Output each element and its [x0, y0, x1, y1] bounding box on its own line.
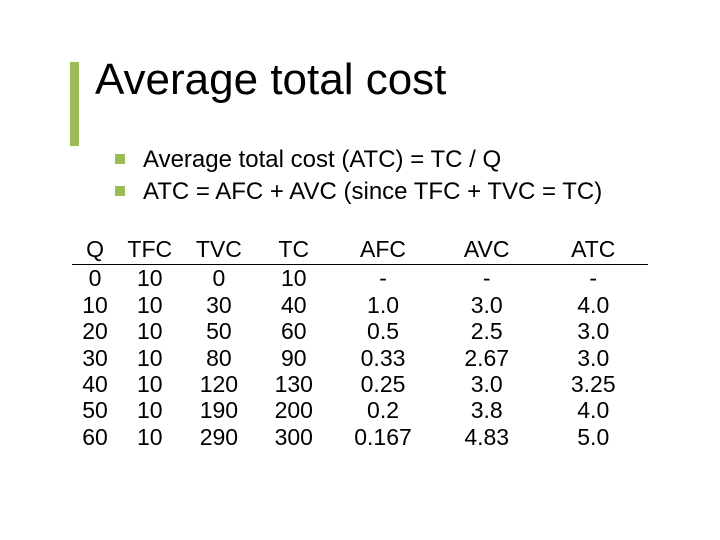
cell: -: [331, 265, 435, 292]
table-row: 0 10 0 10 - - -: [72, 265, 648, 292]
cell: 10: [118, 318, 181, 344]
cell: 40: [256, 292, 331, 318]
cell: 10: [118, 424, 181, 450]
cell: 10: [118, 292, 181, 318]
bullet-item: ATC = AFC + AVC (since TFC + TVC = TC): [115, 177, 675, 207]
table-row: 60 10 290 300 0.167 4.83 5.0: [72, 424, 648, 450]
cell: 2.67: [435, 345, 539, 371]
cell: 2.5: [435, 318, 539, 344]
cell: 300: [256, 424, 331, 450]
table-header-row: Q TFC TVC TC AFC AVC ATC: [72, 235, 648, 265]
table-row: 20 10 50 60 0.5 2.5 3.0: [72, 318, 648, 344]
cell: 120: [181, 371, 256, 397]
cell: 5.0: [539, 424, 648, 450]
cell: 10: [72, 292, 118, 318]
cell: 290: [181, 424, 256, 450]
cell: 80: [181, 345, 256, 371]
cell: 190: [181, 397, 256, 423]
cell: 1.0: [331, 292, 435, 318]
cell: -: [539, 265, 648, 292]
cell: 30: [181, 292, 256, 318]
bullet-text: Average total cost (ATC) = TC / Q: [143, 145, 501, 175]
cell: 0: [181, 265, 256, 292]
cell: 3.0: [435, 292, 539, 318]
cell: 3.0: [435, 371, 539, 397]
title-accent-bar: [70, 62, 79, 146]
cell: 50: [181, 318, 256, 344]
cell: 60: [256, 318, 331, 344]
cell: 10: [118, 345, 181, 371]
slide-title: Average total cost: [95, 55, 446, 105]
cell: 3.25: [539, 371, 648, 397]
cell: 3.8: [435, 397, 539, 423]
table-body: 0 10 0 10 - - - 10 10 30 40 1.0 3.0 4.0: [72, 265, 648, 451]
cell: -: [435, 265, 539, 292]
cell: 0.5: [331, 318, 435, 344]
cell: 10: [118, 265, 181, 292]
bullet-square-icon: [115, 154, 125, 164]
bullet-text: ATC = AFC + AVC (since TFC + TVC = TC): [143, 177, 602, 207]
cell: 3.0: [539, 345, 648, 371]
cell: 10: [256, 265, 331, 292]
col-header-atc: ATC: [539, 235, 648, 265]
cell: 20: [72, 318, 118, 344]
col-header-tc: TC: [256, 235, 331, 265]
cell: 0.25: [331, 371, 435, 397]
cell: 10: [118, 397, 181, 423]
cost-table: Q TFC TVC TC AFC AVC ATC 0 10 0 10 - -: [72, 235, 648, 450]
cell: 10: [118, 371, 181, 397]
slide: Average total cost Average total cost (A…: [0, 0, 720, 540]
cost-table-container: Q TFC TVC TC AFC AVC ATC 0 10 0 10 - -: [72, 235, 648, 450]
cell: 0: [72, 265, 118, 292]
cell: 4.0: [539, 397, 648, 423]
cell: 200: [256, 397, 331, 423]
cell: 4.83: [435, 424, 539, 450]
col-header-tvc: TVC: [181, 235, 256, 265]
cell: 30: [72, 345, 118, 371]
table-row: 30 10 80 90 0.33 2.67 3.0: [72, 345, 648, 371]
bullet-item: Average total cost (ATC) = TC / Q: [115, 145, 675, 175]
col-header-avc: AVC: [435, 235, 539, 265]
table-row: 10 10 30 40 1.0 3.0 4.0: [72, 292, 648, 318]
cell: 0.2: [331, 397, 435, 423]
cell: 0.33: [331, 345, 435, 371]
cell: 130: [256, 371, 331, 397]
cell: 4.0: [539, 292, 648, 318]
col-header-tfc: TFC: [118, 235, 181, 265]
bullet-square-icon: [115, 186, 125, 196]
col-header-afc: AFC: [331, 235, 435, 265]
cell: 40: [72, 371, 118, 397]
cell: 0.167: [331, 424, 435, 450]
cell: 3.0: [539, 318, 648, 344]
cell: 90: [256, 345, 331, 371]
bullet-list: Average total cost (ATC) = TC / Q ATC = …: [115, 145, 675, 209]
table-row: 50 10 190 200 0.2 3.8 4.0: [72, 397, 648, 423]
col-header-q: Q: [72, 235, 118, 265]
cell: 50: [72, 397, 118, 423]
table-row: 40 10 120 130 0.25 3.0 3.25: [72, 371, 648, 397]
cell: 60: [72, 424, 118, 450]
